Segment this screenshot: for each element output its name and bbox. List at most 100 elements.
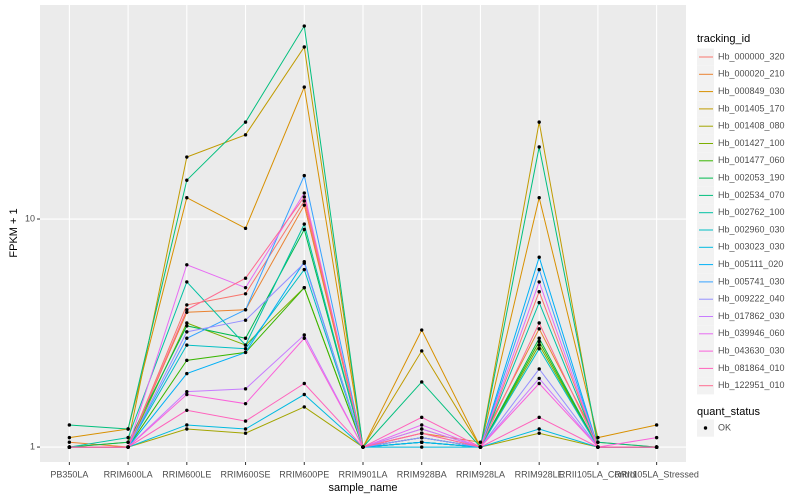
- legend-label: Hb_017862_030: [718, 311, 785, 321]
- data-point: [537, 339, 541, 344]
- data-point: [243, 318, 248, 322]
- data-point: [302, 336, 306, 340]
- data-point: [537, 290, 541, 294]
- y-axis-title: FPKM + 1: [8, 208, 20, 257]
- data-point: [302, 199, 306, 203]
- data-point: [126, 440, 130, 444]
- data-point: [302, 191, 306, 195]
- data-point: [185, 389, 189, 394]
- data-point: [537, 343, 541, 347]
- data-point: [596, 435, 600, 440]
- x-tick-label: RRIM600SE: [221, 469, 271, 479]
- legend-label: Hb_081864_010: [718, 363, 785, 373]
- data-point: [420, 427, 424, 431]
- data-point: [302, 227, 306, 232]
- data-point: [243, 133, 248, 137]
- x-tick-label: RRIM928LE: [515, 469, 564, 479]
- data-point: [420, 440, 424, 444]
- data-point: [185, 358, 189, 363]
- data-point: [243, 419, 248, 423]
- data-point: [185, 263, 189, 267]
- data-point: [243, 308, 248, 312]
- data-point: [302, 195, 306, 199]
- legend-label: Hb_002762_100: [718, 207, 785, 217]
- data-point: [537, 280, 541, 284]
- legend-label: Hb_000020_210: [718, 69, 785, 79]
- x-tick-label: RRIM928BA: [397, 469, 447, 479]
- legend-label: Hb_005111_020: [718, 259, 783, 269]
- data-point: [596, 445, 600, 449]
- data-point: [537, 267, 541, 272]
- legend-label: Hb_002053_190: [718, 172, 785, 182]
- data-point: [302, 173, 306, 178]
- data-point: [185, 336, 189, 340]
- x-tick-label: RRIM600LA: [104, 469, 153, 479]
- legend-title: tracking_id: [697, 33, 750, 45]
- data-point: [185, 178, 189, 182]
- data-point: [302, 405, 306, 409]
- data-point: [67, 435, 72, 440]
- data-point: [420, 423, 424, 427]
- data-point: [537, 381, 541, 386]
- data-point: [243, 336, 248, 340]
- data-point: [243, 292, 248, 296]
- data-point: [537, 376, 541, 381]
- data-point: [537, 300, 541, 305]
- data-point: [478, 445, 483, 449]
- data-point: [537, 346, 541, 351]
- data-point: [126, 445, 130, 449]
- data-point: [537, 120, 541, 124]
- data-point: [185, 196, 189, 200]
- data-point: [243, 387, 248, 391]
- data-point: [537, 367, 541, 371]
- legend-swatch: [703, 426, 708, 430]
- data-point: [420, 445, 424, 449]
- data-point: [243, 346, 248, 351]
- data-point: [185, 392, 189, 397]
- data-point: [302, 222, 306, 226]
- data-point: [243, 401, 248, 406]
- data-point: [185, 280, 189, 284]
- data-point: [654, 435, 659, 440]
- y-tick-label: 10: [25, 213, 35, 223]
- data-point: [185, 371, 189, 376]
- data-point: [596, 440, 600, 444]
- data-point: [185, 310, 189, 314]
- data-point: [420, 380, 424, 384]
- data-point: [302, 85, 306, 89]
- data-point: [243, 343, 248, 347]
- data-point: [243, 285, 248, 290]
- data-point: [302, 267, 306, 272]
- x-tick-label: PB350LA: [50, 469, 88, 479]
- data-point: [537, 327, 541, 331]
- legend-label: Hb_122951_010: [718, 380, 785, 390]
- data-point: [185, 303, 189, 307]
- legend-label: Hb_002960_030: [718, 224, 785, 234]
- data-point: [243, 276, 248, 280]
- legend-label: Hb_005741_030: [718, 276, 785, 286]
- data-point: [185, 343, 189, 347]
- data-point: [537, 196, 541, 200]
- data-point: [302, 45, 306, 49]
- data-point: [185, 324, 189, 328]
- data-point: [302, 203, 306, 207]
- x-tick-label: RRII105LA_Control: [559, 469, 637, 479]
- x-tick-label: RRIM600PE: [279, 469, 329, 479]
- data-point: [126, 427, 130, 431]
- data-point: [302, 261, 306, 265]
- data-point: [537, 415, 541, 420]
- data-point: [654, 445, 659, 449]
- data-point: [302, 285, 306, 290]
- legend-label: Hb_001408_080: [718, 121, 785, 131]
- data-point: [361, 445, 365, 449]
- data-point: [420, 328, 424, 332]
- data-point: [537, 336, 541, 340]
- data-point: [185, 423, 189, 427]
- data-point: [185, 321, 189, 325]
- data-point: [67, 423, 72, 427]
- legend-label: Hb_043630_030: [718, 345, 785, 355]
- data-point: [537, 321, 541, 325]
- legend-label: Hb_001405_170: [718, 103, 785, 113]
- data-point: [420, 349, 424, 353]
- data-point: [537, 427, 541, 431]
